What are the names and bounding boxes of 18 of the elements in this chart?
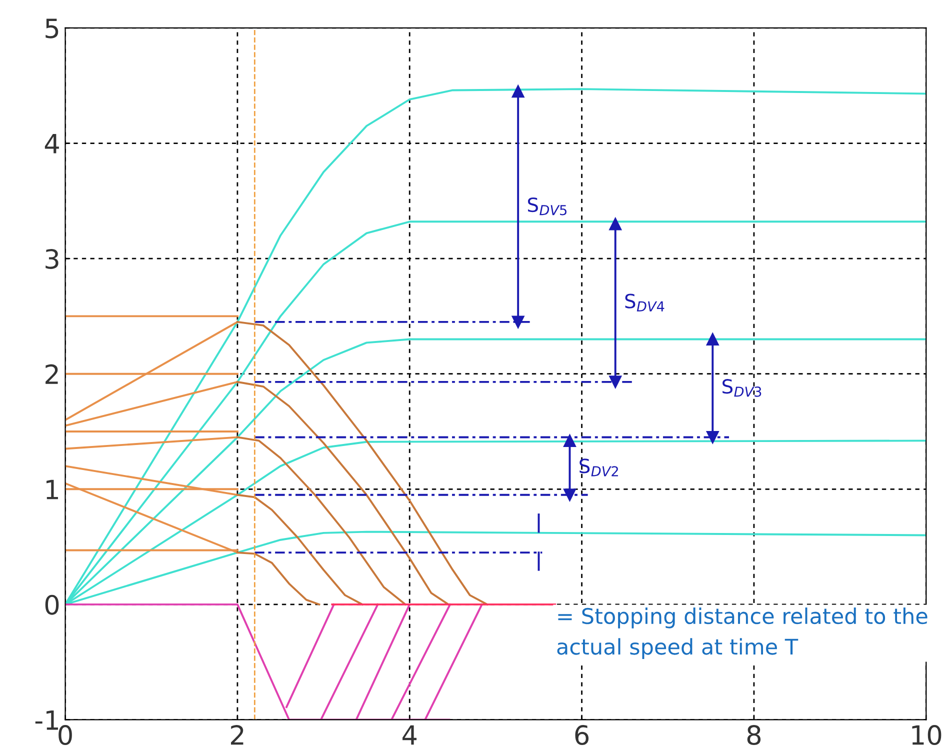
x-tick-label: 0 xyxy=(58,725,72,745)
x-tick-label: 6 xyxy=(575,725,589,745)
series-label: S$_{DV4}$ xyxy=(625,294,664,312)
y-tick-label: 1 xyxy=(46,480,58,500)
x-tick-label: 4 xyxy=(402,725,417,745)
y-tick-label: 2 xyxy=(46,364,58,384)
x-tick-label: 8 xyxy=(747,725,761,745)
y-tick-label: 3 xyxy=(46,248,58,269)
x-tick-label: 2 xyxy=(230,725,244,745)
series-label: S$_{DV5}$ xyxy=(528,197,566,216)
series-label: S$_{DV2}$ xyxy=(580,458,618,476)
y-tick-label: -1 xyxy=(35,710,58,730)
annotation: = Stopping distance related to the actual speed at time T xyxy=(557,608,928,659)
y-tick-label: 4 xyxy=(44,134,59,154)
series-label: S$_{DV3}$ xyxy=(722,379,762,397)
y-tick-label: 5 xyxy=(46,18,58,38)
y-tick-label: 0 xyxy=(45,594,59,615)
x-tick-label: 10 xyxy=(912,725,942,745)
